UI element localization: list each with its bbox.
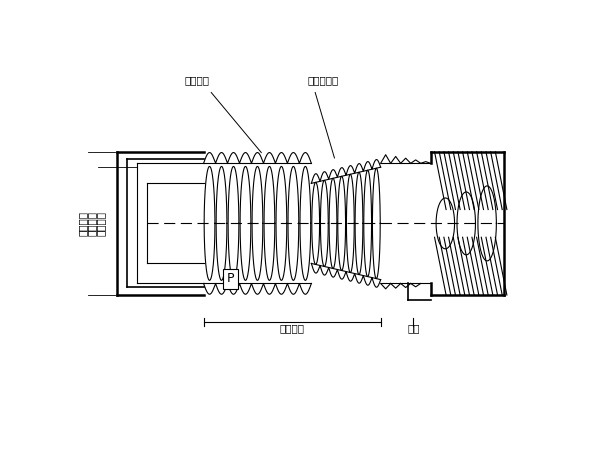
Text: 螺纹大径: 螺纹大径 [77,211,88,236]
Text: 螺尾: 螺尾 [407,323,419,333]
Text: 有效螺纹: 有效螺纹 [280,323,305,333]
Text: 完整螺纹: 完整螺纹 [185,75,210,85]
Text: 不完整螺纹: 不完整螺纹 [307,75,338,85]
Text: P: P [227,272,234,285]
Text: 螺纹小径: 螺纹小径 [96,211,106,236]
Text: 螺纹中径: 螺纹中径 [87,211,97,236]
